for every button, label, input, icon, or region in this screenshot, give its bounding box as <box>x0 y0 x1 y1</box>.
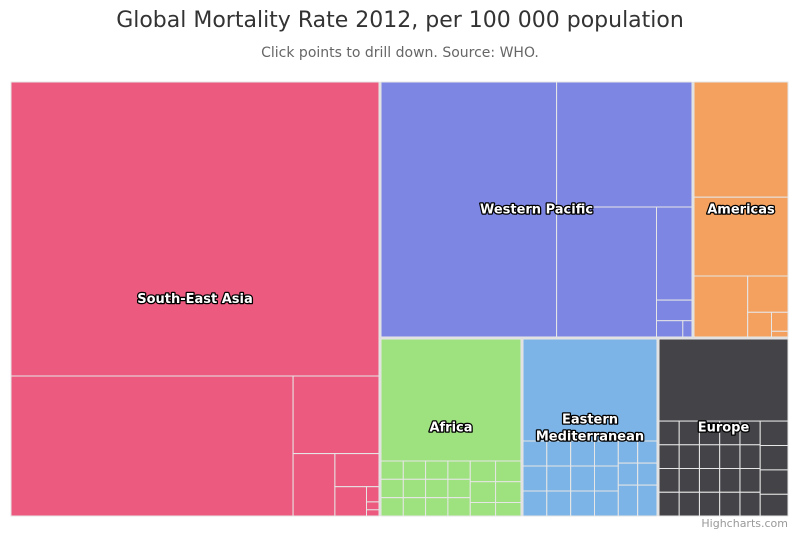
country-cell[interactable] <box>366 501 380 511</box>
country-cell[interactable] <box>292 453 336 517</box>
country-cell[interactable] <box>447 460 471 480</box>
country-cell[interactable] <box>380 460 404 480</box>
country-cell[interactable] <box>469 481 497 504</box>
country-cell[interactable] <box>522 465 548 492</box>
country-cell[interactable] <box>739 444 761 469</box>
country-cell[interactable] <box>617 462 639 486</box>
country-cell[interactable] <box>570 465 596 492</box>
region-africa[interactable]: Africa <box>380 338 522 517</box>
country-cell[interactable] <box>747 275 789 313</box>
country-cell[interactable] <box>334 453 380 488</box>
country-cell[interactable] <box>366 486 380 503</box>
region-label: Americas <box>707 203 775 218</box>
country-cell[interactable] <box>522 490 548 517</box>
country-cell[interactable] <box>719 491 741 517</box>
country-cell[interactable] <box>771 330 789 338</box>
country-cell[interactable] <box>759 469 789 495</box>
chart-title: Global Mortality Rate 2012, per 100 000 … <box>116 8 684 33</box>
country-cell[interactable] <box>522 338 658 442</box>
country-cell[interactable] <box>678 468 700 493</box>
country-cell[interactable] <box>425 497 449 517</box>
country-cell[interactable] <box>771 311 789 332</box>
country-cell[interactable] <box>380 497 404 517</box>
region-south-east-asia[interactable]: South-East Asia <box>10 81 380 517</box>
country-cell[interactable] <box>656 299 693 322</box>
region-label: Europe <box>698 421 750 436</box>
country-cell[interactable] <box>719 468 741 493</box>
country-cell[interactable] <box>719 444 741 469</box>
country-cell[interactable] <box>637 484 658 517</box>
chart-subtitle: Click points to drill down. Source: WHO. <box>261 45 539 61</box>
country-cell[interactable] <box>594 490 619 517</box>
country-cell[interactable] <box>747 311 773 338</box>
country-cell[interactable] <box>594 440 619 467</box>
country-cell[interactable] <box>425 478 449 499</box>
credits-link[interactable]: Highcharts.com <box>701 517 788 530</box>
region-western-pacific[interactable]: Western Pacific <box>380 81 693 338</box>
country-cell[interactable] <box>380 81 558 338</box>
country-cell[interactable] <box>658 420 680 446</box>
country-cell[interactable] <box>570 490 596 517</box>
region-americas[interactable]: Americas <box>693 81 789 338</box>
country-cell[interactable] <box>637 462 658 486</box>
country-cell[interactable] <box>366 509 380 517</box>
country-cell[interactable] <box>658 491 680 517</box>
country-cell[interactable] <box>380 478 404 499</box>
country-cell[interactable] <box>292 375 380 455</box>
country-cell[interactable] <box>380 338 522 462</box>
region-europe[interactable]: Europe <box>658 338 789 517</box>
country-cell[interactable] <box>402 460 427 480</box>
country-cell[interactable] <box>739 468 761 493</box>
region-label: South-East Asia <box>137 292 253 307</box>
country-cell[interactable] <box>469 502 497 517</box>
country-cell[interactable] <box>447 478 471 499</box>
country-cell[interactable] <box>425 460 449 480</box>
country-cell[interactable] <box>402 478 427 499</box>
country-cell[interactable] <box>469 460 497 483</box>
region-label: Western Pacific <box>480 203 593 218</box>
region-label: Africa <box>429 421 472 436</box>
country-cell[interactable] <box>759 445 789 471</box>
country-cell[interactable] <box>693 81 789 198</box>
region-eastern-mediterranean[interactable]: Eastern Mediterranean <box>522 338 658 517</box>
country-cell[interactable] <box>699 491 721 517</box>
country-cell[interactable] <box>495 502 522 517</box>
country-cell[interactable] <box>739 491 761 517</box>
country-cell[interactable] <box>678 420 700 446</box>
country-cell[interactable] <box>658 468 680 493</box>
country-cell[interactable] <box>546 440 572 467</box>
country-cell[interactable] <box>678 444 700 469</box>
country-cell[interactable] <box>495 460 522 483</box>
country-cell[interactable] <box>556 206 657 338</box>
country-cell[interactable] <box>546 465 572 492</box>
country-cell[interactable] <box>556 81 693 208</box>
country-cell[interactable] <box>10 375 294 517</box>
country-cell[interactable] <box>693 196 789 277</box>
country-cell[interactable] <box>678 491 700 517</box>
country-cell[interactable] <box>656 206 693 301</box>
region-label: Eastern Mediterranean <box>536 413 644 445</box>
country-cell[interactable] <box>447 497 471 517</box>
country-cell[interactable] <box>594 465 619 492</box>
country-cell[interactable] <box>682 320 693 338</box>
country-cell[interactable] <box>10 81 380 377</box>
country-cell[interactable] <box>699 444 721 469</box>
country-cell[interactable] <box>699 468 721 493</box>
country-cell[interactable] <box>546 490 572 517</box>
country-cell[interactable] <box>334 486 367 517</box>
country-cell[interactable] <box>617 484 639 517</box>
country-cell[interactable] <box>656 320 684 338</box>
country-cell[interactable] <box>759 493 789 517</box>
country-cell[interactable] <box>693 275 749 338</box>
country-cell[interactable] <box>570 440 596 467</box>
country-cell[interactable] <box>759 420 789 447</box>
country-cell[interactable] <box>658 444 680 469</box>
country-cell[interactable] <box>522 440 548 467</box>
country-cell[interactable] <box>495 481 522 504</box>
country-cell[interactable] <box>402 497 427 517</box>
country-cell[interactable] <box>658 338 789 422</box>
